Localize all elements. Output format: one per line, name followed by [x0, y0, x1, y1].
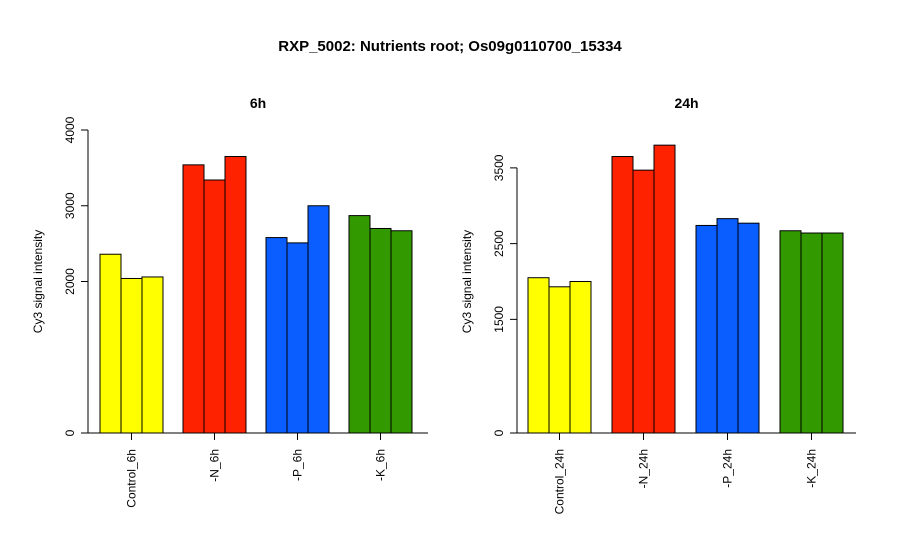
bar [716, 218, 739, 434]
panel-24h: 24h 0 1500 2500 3500 Cy3 signal intensity Cont… [460, 95, 856, 514]
x-tick-label: Control_6h [125, 449, 139, 508]
x-tick-label: -K_6h [374, 449, 388, 481]
bar [390, 230, 413, 434]
y-axis-label: Cy3 signal intensity [31, 230, 45, 333]
y-tick-label: 4000 [63, 116, 77, 143]
bar [548, 286, 571, 434]
bar [653, 144, 676, 434]
bar [224, 156, 247, 434]
bar [569, 281, 592, 434]
chart-main-title: RXP_5002: Nutrients root; Os09g0110700_1… [278, 38, 622, 55]
panel-6h: 6h 0 2000 3000 4000 Cy3 signal intensity Contr… [31, 95, 428, 508]
x-tick-label: -P_6h [291, 449, 305, 481]
y-tick-label: 3000 [63, 192, 77, 219]
x-tick-label: Control_24h [553, 449, 567, 514]
bar [737, 222, 760, 434]
y-tick-label: 1500 [492, 306, 506, 333]
y-tick-label: 3500 [492, 154, 506, 181]
bar [369, 227, 392, 434]
bar [203, 179, 226, 434]
y-tick-label: 2500 [492, 230, 506, 257]
bar [779, 230, 802, 434]
x-tick-label: -K_24h [805, 449, 819, 488]
x-tick-label: -P_24h [721, 449, 735, 488]
bar [99, 253, 122, 434]
panel-title: 24h [674, 95, 698, 111]
bar [182, 164, 205, 434]
bar [527, 277, 550, 434]
y-axis-label: Cy3 signal intensity [460, 230, 474, 333]
y-tick-label: 2000 [63, 268, 77, 295]
bar [265, 237, 288, 434]
bar [821, 232, 844, 434]
bar [800, 232, 823, 434]
bar [141, 276, 164, 434]
bar [611, 156, 634, 434]
bar [632, 169, 655, 434]
bar [695, 224, 718, 434]
x-tick-label: -N_6h [208, 449, 222, 482]
bar [286, 242, 309, 434]
bar [348, 215, 371, 434]
bar [307, 205, 330, 434]
panel-title: 6h [250, 95, 266, 111]
y-tick-label: 0 [63, 429, 77, 436]
x-tick-label: -N_24h [637, 449, 651, 488]
bar [120, 277, 143, 434]
y-tick-label: 0 [492, 429, 506, 436]
